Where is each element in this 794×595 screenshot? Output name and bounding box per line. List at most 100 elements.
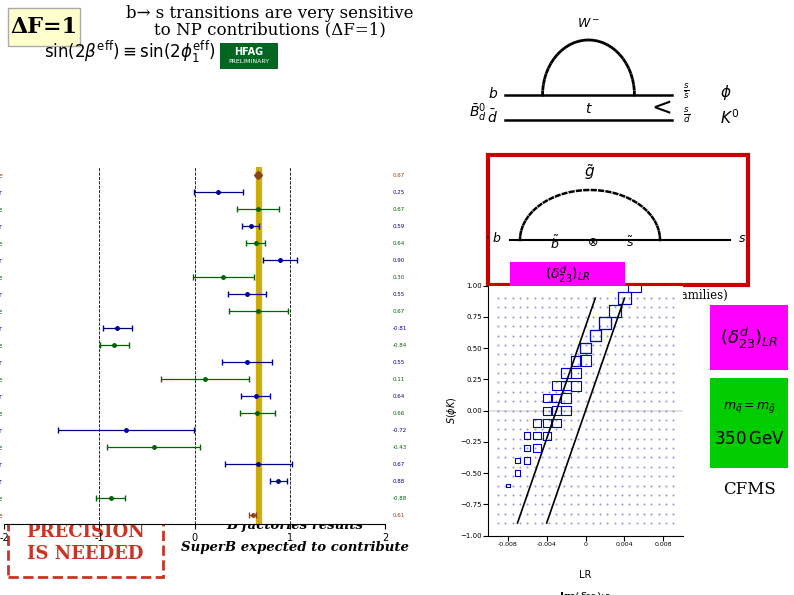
Point <box>557 293 570 303</box>
Point <box>507 406 519 415</box>
Point <box>667 312 680 321</box>
Point <box>652 368 665 378</box>
Point <box>580 340 592 350</box>
Point <box>499 434 511 443</box>
Point <box>499 331 511 340</box>
Point <box>660 490 673 500</box>
Point <box>587 349 599 359</box>
Point <box>608 443 621 453</box>
Point <box>511 468 524 478</box>
Point <box>630 509 643 518</box>
Point <box>528 490 541 500</box>
Point <box>645 509 657 518</box>
Text: $\cdot$ $b$: $\cdot$ $b$ <box>484 231 502 245</box>
Point <box>623 471 636 481</box>
Text: $\tilde{s}$: $\tilde{s}$ <box>626 236 634 250</box>
Point <box>514 303 526 312</box>
Point <box>608 331 621 340</box>
Point <box>652 340 665 350</box>
Point <box>569 368 582 378</box>
Text: 0.30: 0.30 <box>393 275 405 280</box>
Text: b→ s transitions are very sensitive: b→ s transitions are very sensitive <box>126 5 414 23</box>
Point <box>660 349 673 359</box>
Point <box>594 406 607 415</box>
Point <box>550 499 563 509</box>
Point <box>514 471 526 481</box>
Text: SuperB expected to contribute: SuperB expected to contribute <box>181 541 409 555</box>
Point <box>572 406 584 415</box>
Text: $t$: $t$ <box>584 102 592 116</box>
Point <box>608 471 621 481</box>
Point <box>535 443 548 453</box>
Text: $(\delta^d_{23})_{LR}$: $(\delta^d_{23})_{LR}$ <box>545 264 590 286</box>
Point <box>491 378 504 387</box>
Point <box>587 415 599 425</box>
Point <box>652 303 665 312</box>
Point <box>580 349 592 359</box>
Point <box>638 331 650 340</box>
Point <box>630 396 643 406</box>
Point <box>535 396 548 406</box>
Point <box>550 462 563 471</box>
Point <box>521 481 534 490</box>
Point <box>535 499 548 509</box>
Point <box>652 321 665 331</box>
Point <box>594 471 607 481</box>
Point <box>521 462 534 471</box>
Point <box>541 393 553 403</box>
Point <box>550 293 563 303</box>
Point <box>652 387 665 396</box>
Point <box>543 331 556 340</box>
Point <box>535 349 548 359</box>
Point <box>608 378 621 387</box>
Point <box>645 359 657 368</box>
Point <box>565 481 577 490</box>
Text: 0.88: 0.88 <box>393 478 405 484</box>
Point <box>652 518 665 528</box>
Text: IS NEEDED: IS NEEDED <box>27 545 144 563</box>
Point <box>499 415 511 425</box>
Point <box>550 321 563 331</box>
Point <box>530 443 543 453</box>
Point <box>623 453 636 462</box>
Point <box>543 303 556 312</box>
Point <box>541 431 553 440</box>
Point <box>543 406 556 415</box>
Point <box>499 303 511 312</box>
Text: $\otimes$: $\otimes$ <box>588 236 599 249</box>
Point <box>623 387 636 396</box>
Point <box>528 499 541 509</box>
Point <box>608 303 621 312</box>
Point <box>557 518 570 528</box>
Text: 0.67: 0.67 <box>393 309 405 314</box>
Point <box>630 453 643 462</box>
Point <box>543 312 556 321</box>
Text: 0.67: 0.67 <box>393 206 405 212</box>
Point <box>615 453 628 462</box>
Text: LR: LR <box>580 571 592 581</box>
Point <box>652 406 665 415</box>
Point <box>514 293 526 303</box>
Point <box>667 490 680 500</box>
Point <box>572 340 584 350</box>
Point <box>560 406 572 415</box>
Point <box>638 518 650 528</box>
Point <box>528 349 541 359</box>
Point <box>499 368 511 378</box>
Point <box>608 415 621 425</box>
Point <box>645 434 657 443</box>
Point <box>623 518 636 528</box>
Point <box>608 387 621 396</box>
Point <box>630 387 643 396</box>
Point <box>601 312 614 321</box>
Point <box>594 312 607 321</box>
Point <box>572 303 584 312</box>
Point <box>645 293 657 303</box>
Point <box>543 490 556 500</box>
Point <box>580 434 592 443</box>
Point <box>623 425 636 434</box>
Point <box>565 303 577 312</box>
Point <box>638 499 650 509</box>
Point <box>535 368 548 378</box>
Point <box>601 415 614 425</box>
